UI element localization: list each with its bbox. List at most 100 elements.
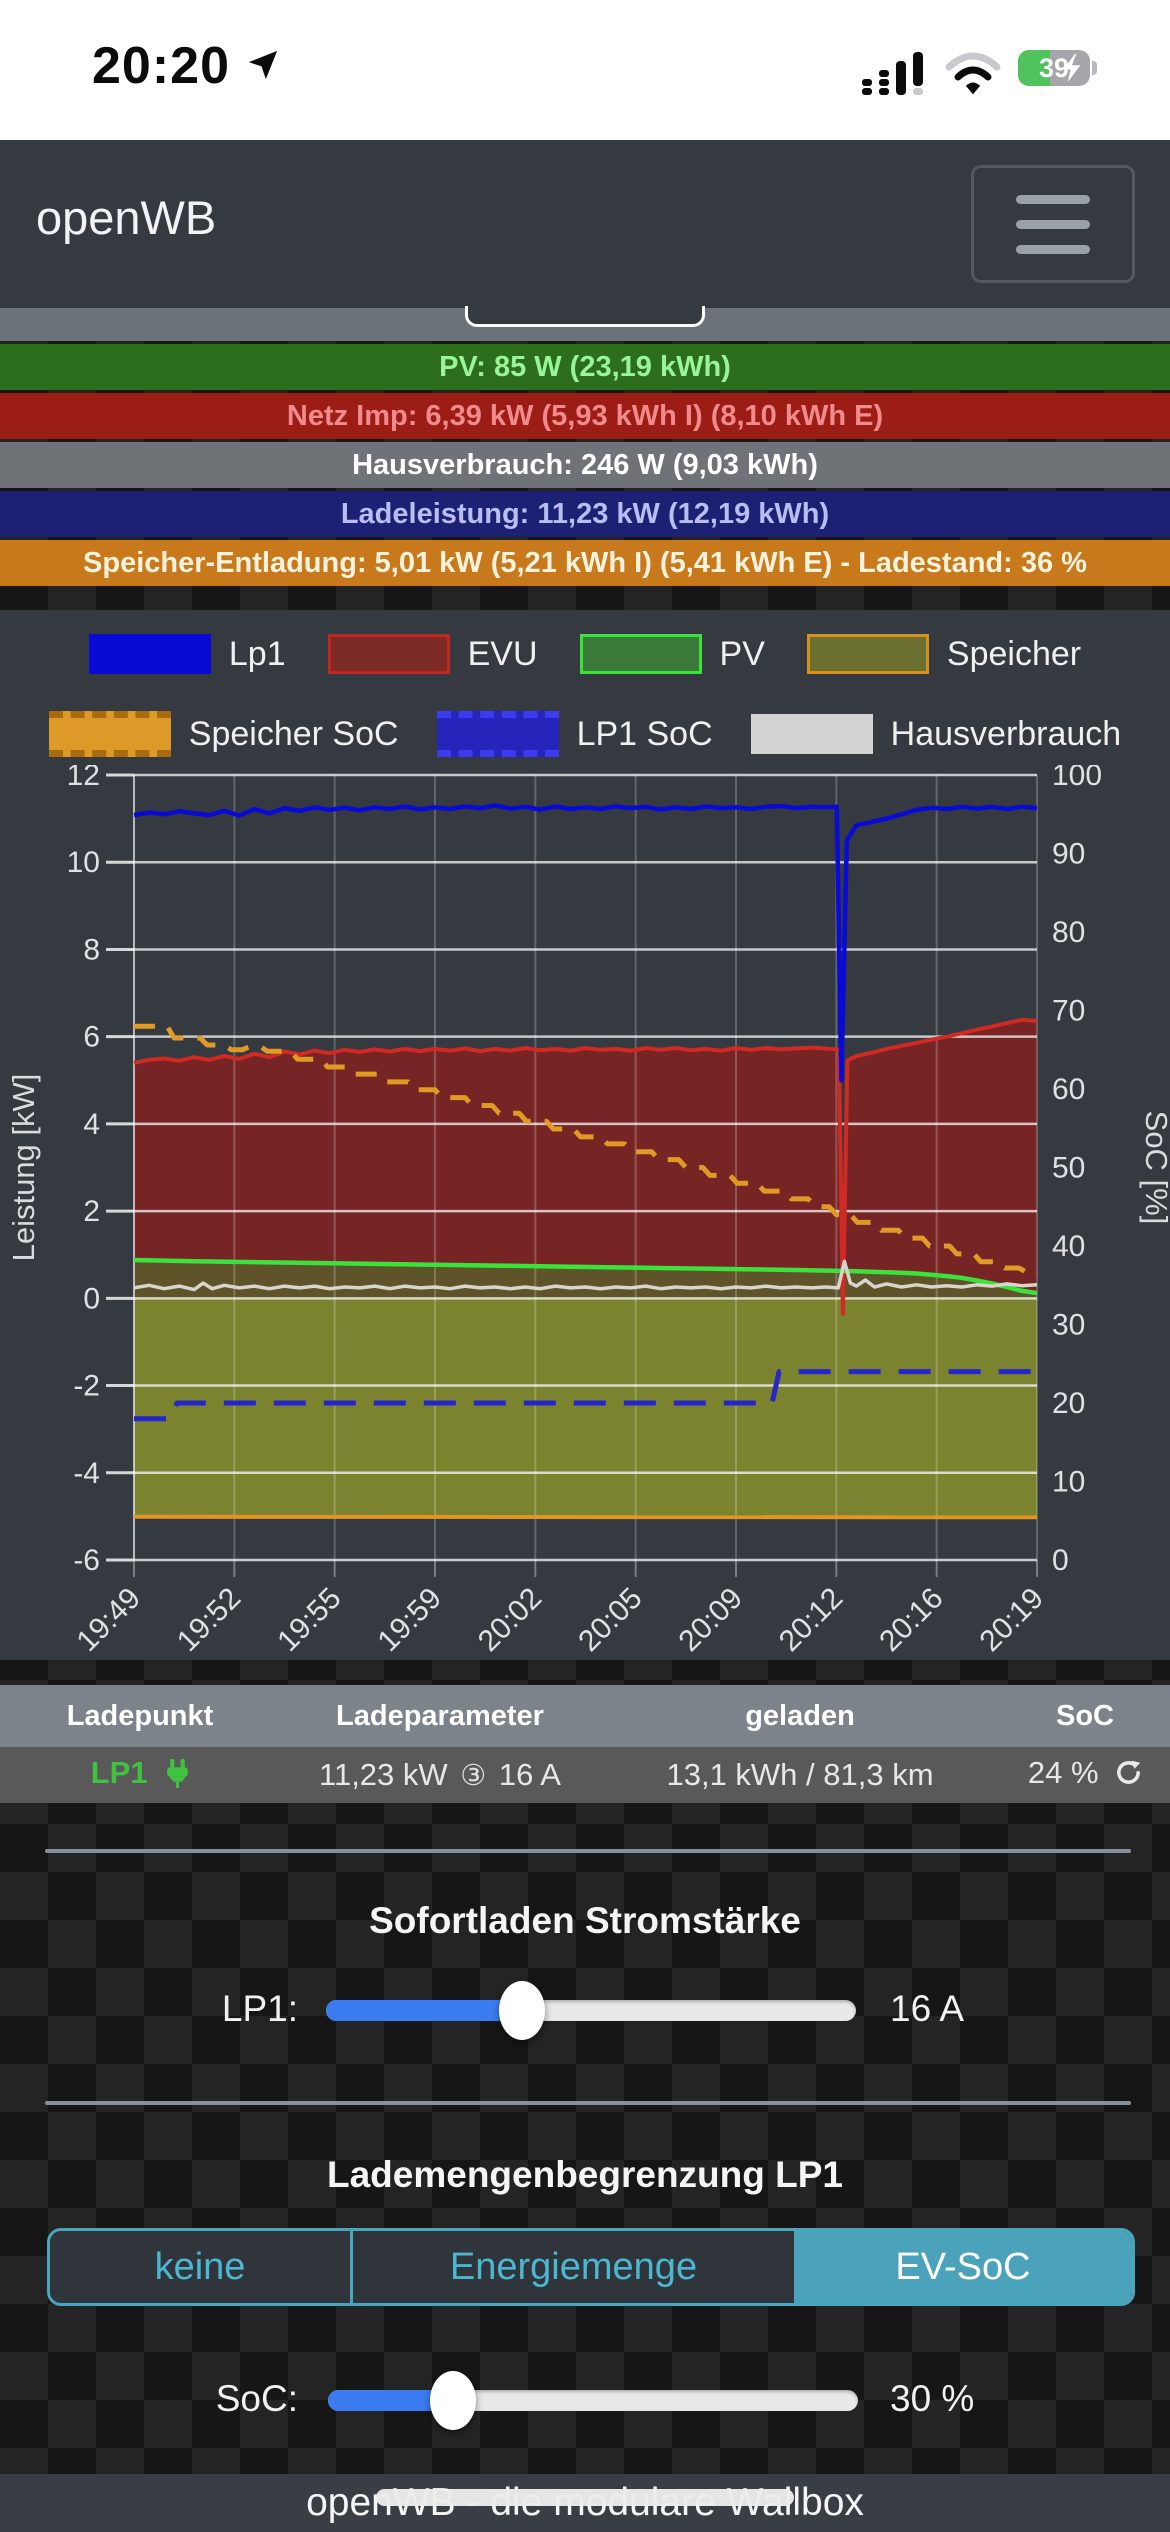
app-title: openWB bbox=[36, 191, 217, 244]
partial-range-button[interactable] bbox=[465, 306, 705, 327]
col-soc: SoC bbox=[1056, 1699, 1114, 1732]
hamburger-menu-button[interactable] bbox=[971, 165, 1135, 283]
limit-option-ev-soc[interactable]: EV-SoC bbox=[794, 2231, 1132, 2303]
summary-bar-house: Hausverbrauch: 246 W (9,03 kWh) bbox=[0, 442, 1170, 488]
divider bbox=[45, 1849, 1131, 1853]
location-arrow-icon bbox=[246, 48, 280, 87]
chart-panel: Lp1 EVU PV Speicher Speicher SoC LP1 SoC Haus… bbox=[0, 610, 1170, 1660]
ylabel-right: 20 bbox=[1052, 1387, 1085, 1420]
ylabel-right: 90 bbox=[1052, 838, 1085, 871]
legend-swatch bbox=[806, 634, 929, 674]
ylabel-left: 2 bbox=[83, 1195, 100, 1228]
lp1-current-value: 16 A bbox=[890, 1988, 965, 2029]
col-ladeparameter: Ladeparameter bbox=[336, 1699, 544, 1732]
ylabel-left: 6 bbox=[83, 1021, 100, 1054]
lp1-slider-fill bbox=[326, 2000, 523, 2021]
series-Speicher bbox=[133, 1514, 1038, 1520]
legend-label: Speicher bbox=[946, 634, 1082, 673]
legend-item-speicher: Speicher bbox=[806, 634, 1082, 674]
battery-cap bbox=[1092, 61, 1097, 75]
table-row: LP1 11,23 kW ③ 16 A 13,1 kWh / 81,3 km bbox=[0, 1747, 1170, 1803]
ylabel-left: 8 bbox=[83, 933, 100, 966]
ylabel-right: 10 bbox=[1052, 1466, 1085, 1499]
ylabel-left: -6 bbox=[73, 1544, 100, 1577]
ylabel-left: -2 bbox=[73, 1370, 100, 1403]
xlabel: 20:19 bbox=[974, 1582, 1050, 1658]
charged-cell: 13,1 kWh / 81,3 km bbox=[666, 1757, 934, 1792]
xlabel: 20:16 bbox=[873, 1582, 949, 1658]
ios-status-bar: 20:20 39 bbox=[0, 0, 1170, 140]
legend-swatch bbox=[579, 634, 702, 674]
power-soc-chart: 121086420-2-4-6100908070605040302010019:… bbox=[6, 765, 1170, 1658]
ylabel-left: 4 bbox=[83, 1108, 100, 1141]
home-indicator[interactable] bbox=[376, 2489, 794, 2506]
soc-slider-fill bbox=[328, 2390, 453, 2411]
lp1-slider-thumb[interactable] bbox=[499, 1981, 546, 2040]
series-Speicher-SoC bbox=[134, 1023, 1040, 1275]
lp1-current-slider-row: LP1: 16 A bbox=[0, 1972, 1170, 2048]
legend-swatch bbox=[88, 634, 211, 674]
ylabel-right: 50 bbox=[1052, 1152, 1085, 1185]
lp1-current-slider[interactable] bbox=[326, 1981, 856, 2040]
chart-legend-row-1: Lp1 EVU PV Speicher bbox=[0, 630, 1170, 678]
ylabel-right: 30 bbox=[1052, 1309, 1085, 1342]
xlabel: 20:02 bbox=[472, 1582, 548, 1658]
ylabel-left: 0 bbox=[83, 1282, 100, 1315]
series-PV bbox=[133, 1257, 1038, 1296]
hamburger-icon bbox=[1016, 194, 1090, 204]
plug-icon bbox=[166, 1758, 189, 1796]
ylabel-right: 0 bbox=[1052, 1544, 1069, 1577]
legend-label: Hausverbrauch bbox=[890, 714, 1122, 753]
ylabel-right: 40 bbox=[1052, 1230, 1085, 1263]
area-EVU bbox=[134, 1019, 1037, 1314]
refresh-soc-icon[interactable] bbox=[1115, 1759, 1142, 1795]
charging-bolt-icon bbox=[1060, 54, 1084, 86]
legend-item-speicher-soc: Speicher SoC bbox=[48, 711, 399, 757]
charge-limit-heading: Lademengenbegrenzung LP1 bbox=[326, 2154, 843, 2195]
col-ladepunkt: Ladepunkt bbox=[66, 1699, 214, 1732]
legend-label: Lp1 bbox=[228, 634, 286, 673]
legend-swatch bbox=[48, 711, 171, 757]
soc-slider-label: SoC: bbox=[215, 2378, 298, 2419]
limit-option-keine[interactable]: keine bbox=[50, 2231, 350, 2303]
legend-label: PV bbox=[719, 634, 765, 673]
legend-item-lp1: Lp1 bbox=[88, 634, 286, 674]
chargepoint-name-cell: LP1 bbox=[0, 1755, 280, 1796]
legend-label: EVU bbox=[467, 634, 538, 673]
charge-limit-button-group: keine Energiemenge EV-SoC bbox=[47, 2228, 1135, 2306]
series-EVU bbox=[133, 1017, 1038, 1316]
chargepoint-table: Ladepunkt Ladeparameter geladen SoC LP1 bbox=[0, 1685, 1170, 1803]
soc-cell: 24 % bbox=[1000, 1755, 1170, 1795]
legend-label: Speicher SoC bbox=[188, 714, 399, 753]
lp1-slider-label: LP1: bbox=[221, 1988, 298, 2029]
legend-item-lp1-soc: LP1 SoC bbox=[436, 711, 713, 757]
ylabel-left: 12 bbox=[67, 765, 100, 792]
ylabel-left: -4 bbox=[73, 1457, 100, 1490]
legend-item-hausverbrauch: Hausverbrauch bbox=[750, 714, 1122, 754]
ylabel-right: 100 bbox=[1052, 765, 1102, 792]
soc-limit-slider[interactable] bbox=[328, 2371, 858, 2430]
soc-limit-value: 30 % bbox=[890, 2378, 975, 2419]
ylabel-right: 70 bbox=[1052, 995, 1085, 1028]
col-geladen: geladen bbox=[745, 1699, 855, 1732]
series-LP1-SoC bbox=[134, 1369, 1037, 1422]
legend-item-evu: EVU bbox=[327, 634, 538, 674]
ylabel-left: 10 bbox=[67, 846, 100, 879]
legend-swatch bbox=[750, 714, 873, 754]
charge-params-cell: 11,23 kW ③ 16 A bbox=[280, 1757, 600, 1793]
xlabel: 19:55 bbox=[271, 1582, 347, 1658]
xlabel: 20:05 bbox=[572, 1582, 648, 1658]
chart-legend-row-2: Speicher SoC LP1 SoC Hausverbrauch bbox=[0, 708, 1170, 760]
limit-option-energiemenge[interactable]: Energiemenge bbox=[350, 2231, 794, 2303]
xlabel: 19:52 bbox=[171, 1582, 247, 1658]
soc-slider-thumb[interactable] bbox=[429, 2371, 476, 2430]
charge-current: 16 A bbox=[498, 1757, 561, 1792]
navbar: openWB bbox=[0, 140, 1170, 308]
wifi-icon bbox=[944, 52, 1002, 99]
clock: 20:20 bbox=[92, 37, 230, 95]
divider bbox=[45, 2101, 1131, 2105]
ylabel-right: 80 bbox=[1052, 916, 1085, 949]
battery-icon: 39 bbox=[1018, 50, 1090, 86]
summary-bar-pv: PV: 85 W (23,19 kWh) bbox=[0, 344, 1170, 390]
battery-percent: 39 bbox=[1038, 52, 1070, 83]
